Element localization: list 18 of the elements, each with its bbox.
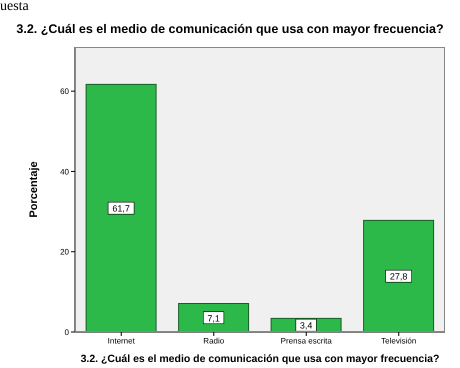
data-label: 27,8 [390,272,408,282]
x-tick-label: Internet [108,336,136,346]
y-tick-label: 0 [64,328,70,337]
text: uesta [0,0,29,14]
bar [363,220,434,332]
x-tick-label: Radio [203,336,225,346]
data-label: 7,1 [207,313,220,324]
data-label: 3,4 [300,320,312,331]
bar [86,84,157,332]
x-tick-label: Televisión [381,336,416,346]
data-label: 61,7 [112,204,130,214]
y-tick-label: 20 [60,248,70,257]
y-tick-label: 40 [60,167,70,176]
x-axis-title: 3.2. ¿Cuál es el medio de comunicación que usa con mayor frecuencia? [80,353,440,365]
y-axis-title: Porcentaje [28,161,40,218]
y-tick-label: 60 [60,86,70,96]
chart-title: 3.2. ¿Cuál es el medio de comunicación que usa con mayor frecuencia? [15,22,445,36]
x-tick-label: Prensa escrita [280,336,332,346]
